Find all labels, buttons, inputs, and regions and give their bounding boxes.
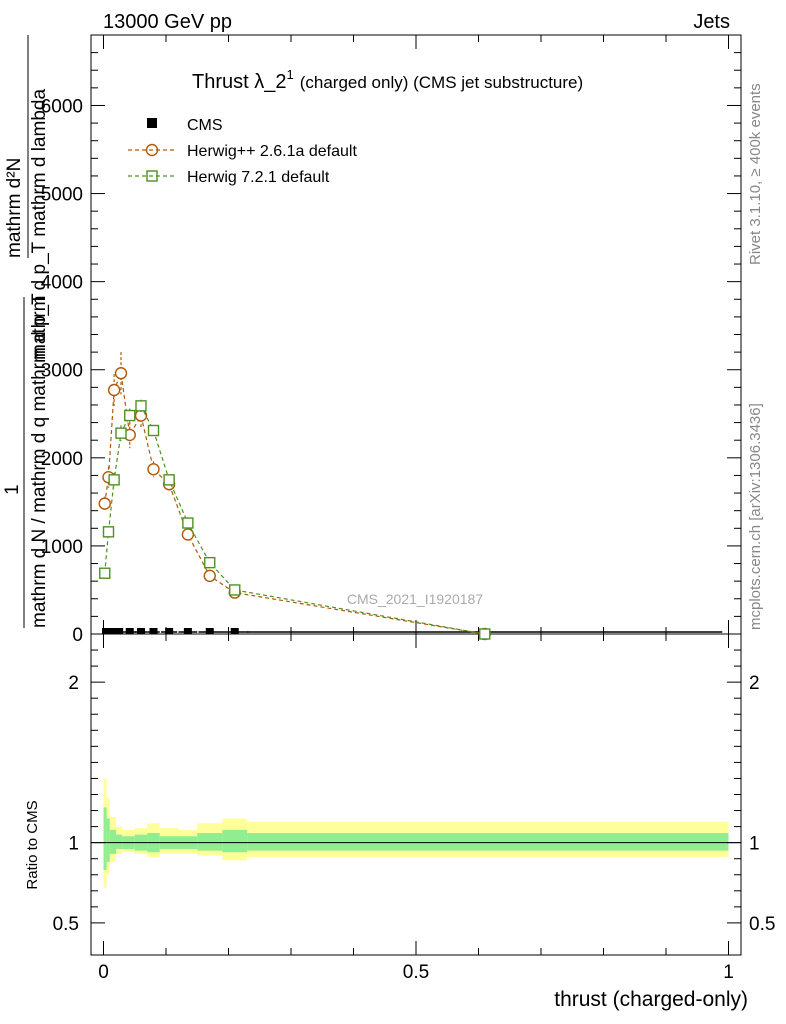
chart-title-main: Thrust λ_2 <box>192 71 286 93</box>
ratio-ytick-label-right: 0.5 <box>749 914 775 935</box>
legend: CMS Herwig++ 2.6.1a default Herwig 7.2.1… <box>128 117 357 186</box>
series-layer <box>98 352 723 641</box>
herwig7-point <box>163 474 175 486</box>
herwigpp-point <box>181 528 195 541</box>
cms-point <box>102 628 110 634</box>
xtick-label: 1 <box>723 962 734 983</box>
herwig7-point <box>182 517 194 529</box>
rivet-label: Rivet 3.1.10, ≥ 400k events <box>747 83 764 265</box>
main-ytick-label: 6000 <box>41 96 83 117</box>
ratio-band-inner <box>116 834 123 850</box>
chart-title-rest: (charged only) (CMS jet substructure) <box>300 73 583 92</box>
cms-point <box>149 628 158 634</box>
ylabel-top-line2: mathrm d p_T mathrm d lambda <box>29 89 50 360</box>
ratio-band-inner <box>103 807 107 870</box>
legend-marker-herwigpp <box>145 143 159 157</box>
herwig7-point <box>102 526 115 538</box>
cms-point <box>205 628 214 634</box>
cms-point <box>183 628 192 634</box>
cms-point <box>107 628 116 634</box>
herwigpp-point <box>107 383 121 397</box>
legend-marker-herwig7 <box>146 170 158 182</box>
chart-title-sup: 1 <box>286 67 293 82</box>
herwigpp-point <box>98 497 111 510</box>
herwig7-point <box>147 424 160 437</box>
header-left: 13000 GeV pp <box>103 11 232 33</box>
herwigpp-point <box>203 569 216 583</box>
herwig7-point <box>99 567 111 579</box>
xtick-label: 0.5 <box>403 962 429 983</box>
herwig7-point <box>479 628 491 640</box>
ratio-ytick-label: 2 <box>68 673 79 694</box>
legend-label-herwig7: Herwig 7.2.1 default <box>187 169 330 186</box>
ratio-ytick-label: 1 <box>68 834 79 855</box>
main-ytick-label: 3000 <box>41 361 83 382</box>
ratio-band-inner <box>106 818 110 862</box>
ylabel-bottom-line: mathrm d N / mathrm d q mathrm d p_T <box>29 293 50 628</box>
herwig7-point <box>124 409 136 422</box>
herwig7-point <box>115 427 127 439</box>
ratio-band-inner <box>197 833 223 851</box>
main-ytick-label: 0 <box>72 625 83 646</box>
x-axis-label: thrust (charged-only) <box>554 988 748 1011</box>
ylabel-top-line1: mathrm d²N <box>4 158 25 258</box>
ratio-band-inner <box>247 833 729 851</box>
ratio-ylabel: Ratio to CMS <box>24 800 41 889</box>
main-ytick-label: 1000 <box>41 537 83 558</box>
legend-label-herwigpp: Herwig++ 2.6.1a default <box>187 143 357 160</box>
cms-point <box>230 628 239 634</box>
herwigpp-point <box>147 463 160 476</box>
ratio-frame <box>90 633 742 956</box>
ratio-band-inner <box>109 829 116 854</box>
main-ytick-label: 2000 <box>41 449 83 470</box>
cms-point <box>115 628 124 634</box>
ratio-band-inner <box>222 829 248 853</box>
chart-title: Thrust λ_21 (charged only) (CMS jet subst… <box>192 67 583 93</box>
main-ylabel: mathrm d²N mathrm d p_T mathrm d lambda … <box>2 35 50 628</box>
legend-label-cms: CMS <box>187 117 223 134</box>
analysis-watermark: CMS_2021_I1920187 <box>347 591 483 607</box>
ylabel-one: 1 <box>2 484 23 495</box>
cms-point <box>137 628 145 634</box>
series-cms <box>102 628 723 634</box>
ratio-ytick-label: 0.5 <box>53 914 79 935</box>
series-herwig-7-2-1-default <box>99 399 491 640</box>
xtick-label: 0 <box>98 962 109 983</box>
header-right: Jets <box>693 11 730 33</box>
herwig7-point <box>229 584 241 596</box>
herwig7-point <box>204 556 216 569</box>
herwigpp-point <box>114 367 128 380</box>
herwig7-point <box>108 474 120 486</box>
cms-point <box>125 628 134 634</box>
mcplots-label: mcplots.cern.ch [arXiv:1306.3436] <box>747 403 764 630</box>
main-ytick-label: 5000 <box>41 185 83 206</box>
legend-marker-cms <box>147 118 157 128</box>
main-ticks: 0 1000 2000 3000 4000 5000 6000 <box>41 52 741 646</box>
cms-point <box>165 628 174 634</box>
herwig7-point <box>135 400 147 412</box>
ratio-ytick-label-right: 1 <box>749 834 760 855</box>
main-ytick-label: 4000 <box>41 273 83 294</box>
ratio-ticks: 0.5 0.5 1 1 2 2 <box>53 649 775 935</box>
ratio-bands <box>103 778 729 888</box>
ratio-ytick-label-right: 2 <box>749 673 760 694</box>
